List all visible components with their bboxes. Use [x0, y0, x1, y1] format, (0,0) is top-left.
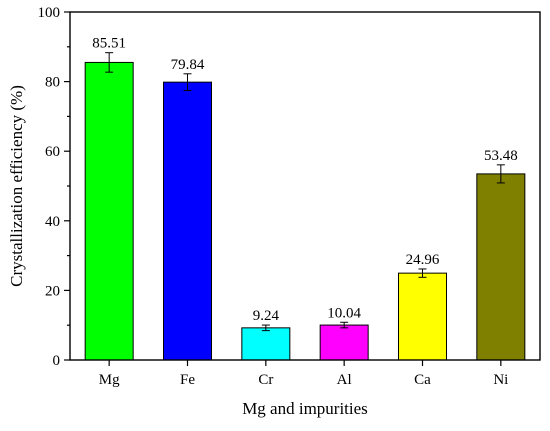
x-tick-label-ni: Ni	[493, 372, 508, 388]
x-tick-label-fe: Fe	[180, 372, 195, 388]
data-label-ca: 24.96	[406, 252, 440, 268]
bar-ni	[476, 173, 526, 361]
x-tick-label-ca: Ca	[414, 372, 431, 388]
bar-al	[319, 324, 369, 361]
data-label-mg: 85.51	[92, 36, 126, 52]
x-tick-label-mg: Mg	[99, 372, 120, 388]
y-tick-label: 0	[53, 353, 61, 369]
x-axis-title: Mg and impurities	[242, 399, 368, 418]
y-tick-label: 20	[45, 283, 60, 299]
data-label-al: 10.04	[327, 305, 361, 321]
y-tick-label: 60	[45, 144, 60, 160]
data-label-cr: 9.24	[253, 308, 280, 324]
bar-ca	[398, 272, 447, 361]
ticks-layer: 0 20 40 60 80 100 Mg Fe Cr Al Ca Ni	[38, 5, 509, 388]
y-tick-label: 80	[45, 75, 60, 91]
data-label-ni: 53.48	[484, 148, 518, 164]
y-tick-label: 100	[38, 5, 61, 21]
bar-fe	[163, 81, 212, 361]
bars-layer: 85.51 79.84 9.24 10.04 24.96 53.48	[84, 36, 526, 361]
x-tick-label-cr: Cr	[258, 372, 273, 388]
bar-mg	[84, 61, 134, 361]
plot-frame	[69, 11, 541, 361]
y-tick-label: 40	[45, 214, 60, 230]
bar-cr	[241, 327, 291, 361]
x-tick-label-al: Al	[337, 372, 352, 388]
y-axis-title: Crystallization efficiency (%)	[7, 85, 26, 287]
data-label-fe: 79.84	[171, 57, 205, 73]
